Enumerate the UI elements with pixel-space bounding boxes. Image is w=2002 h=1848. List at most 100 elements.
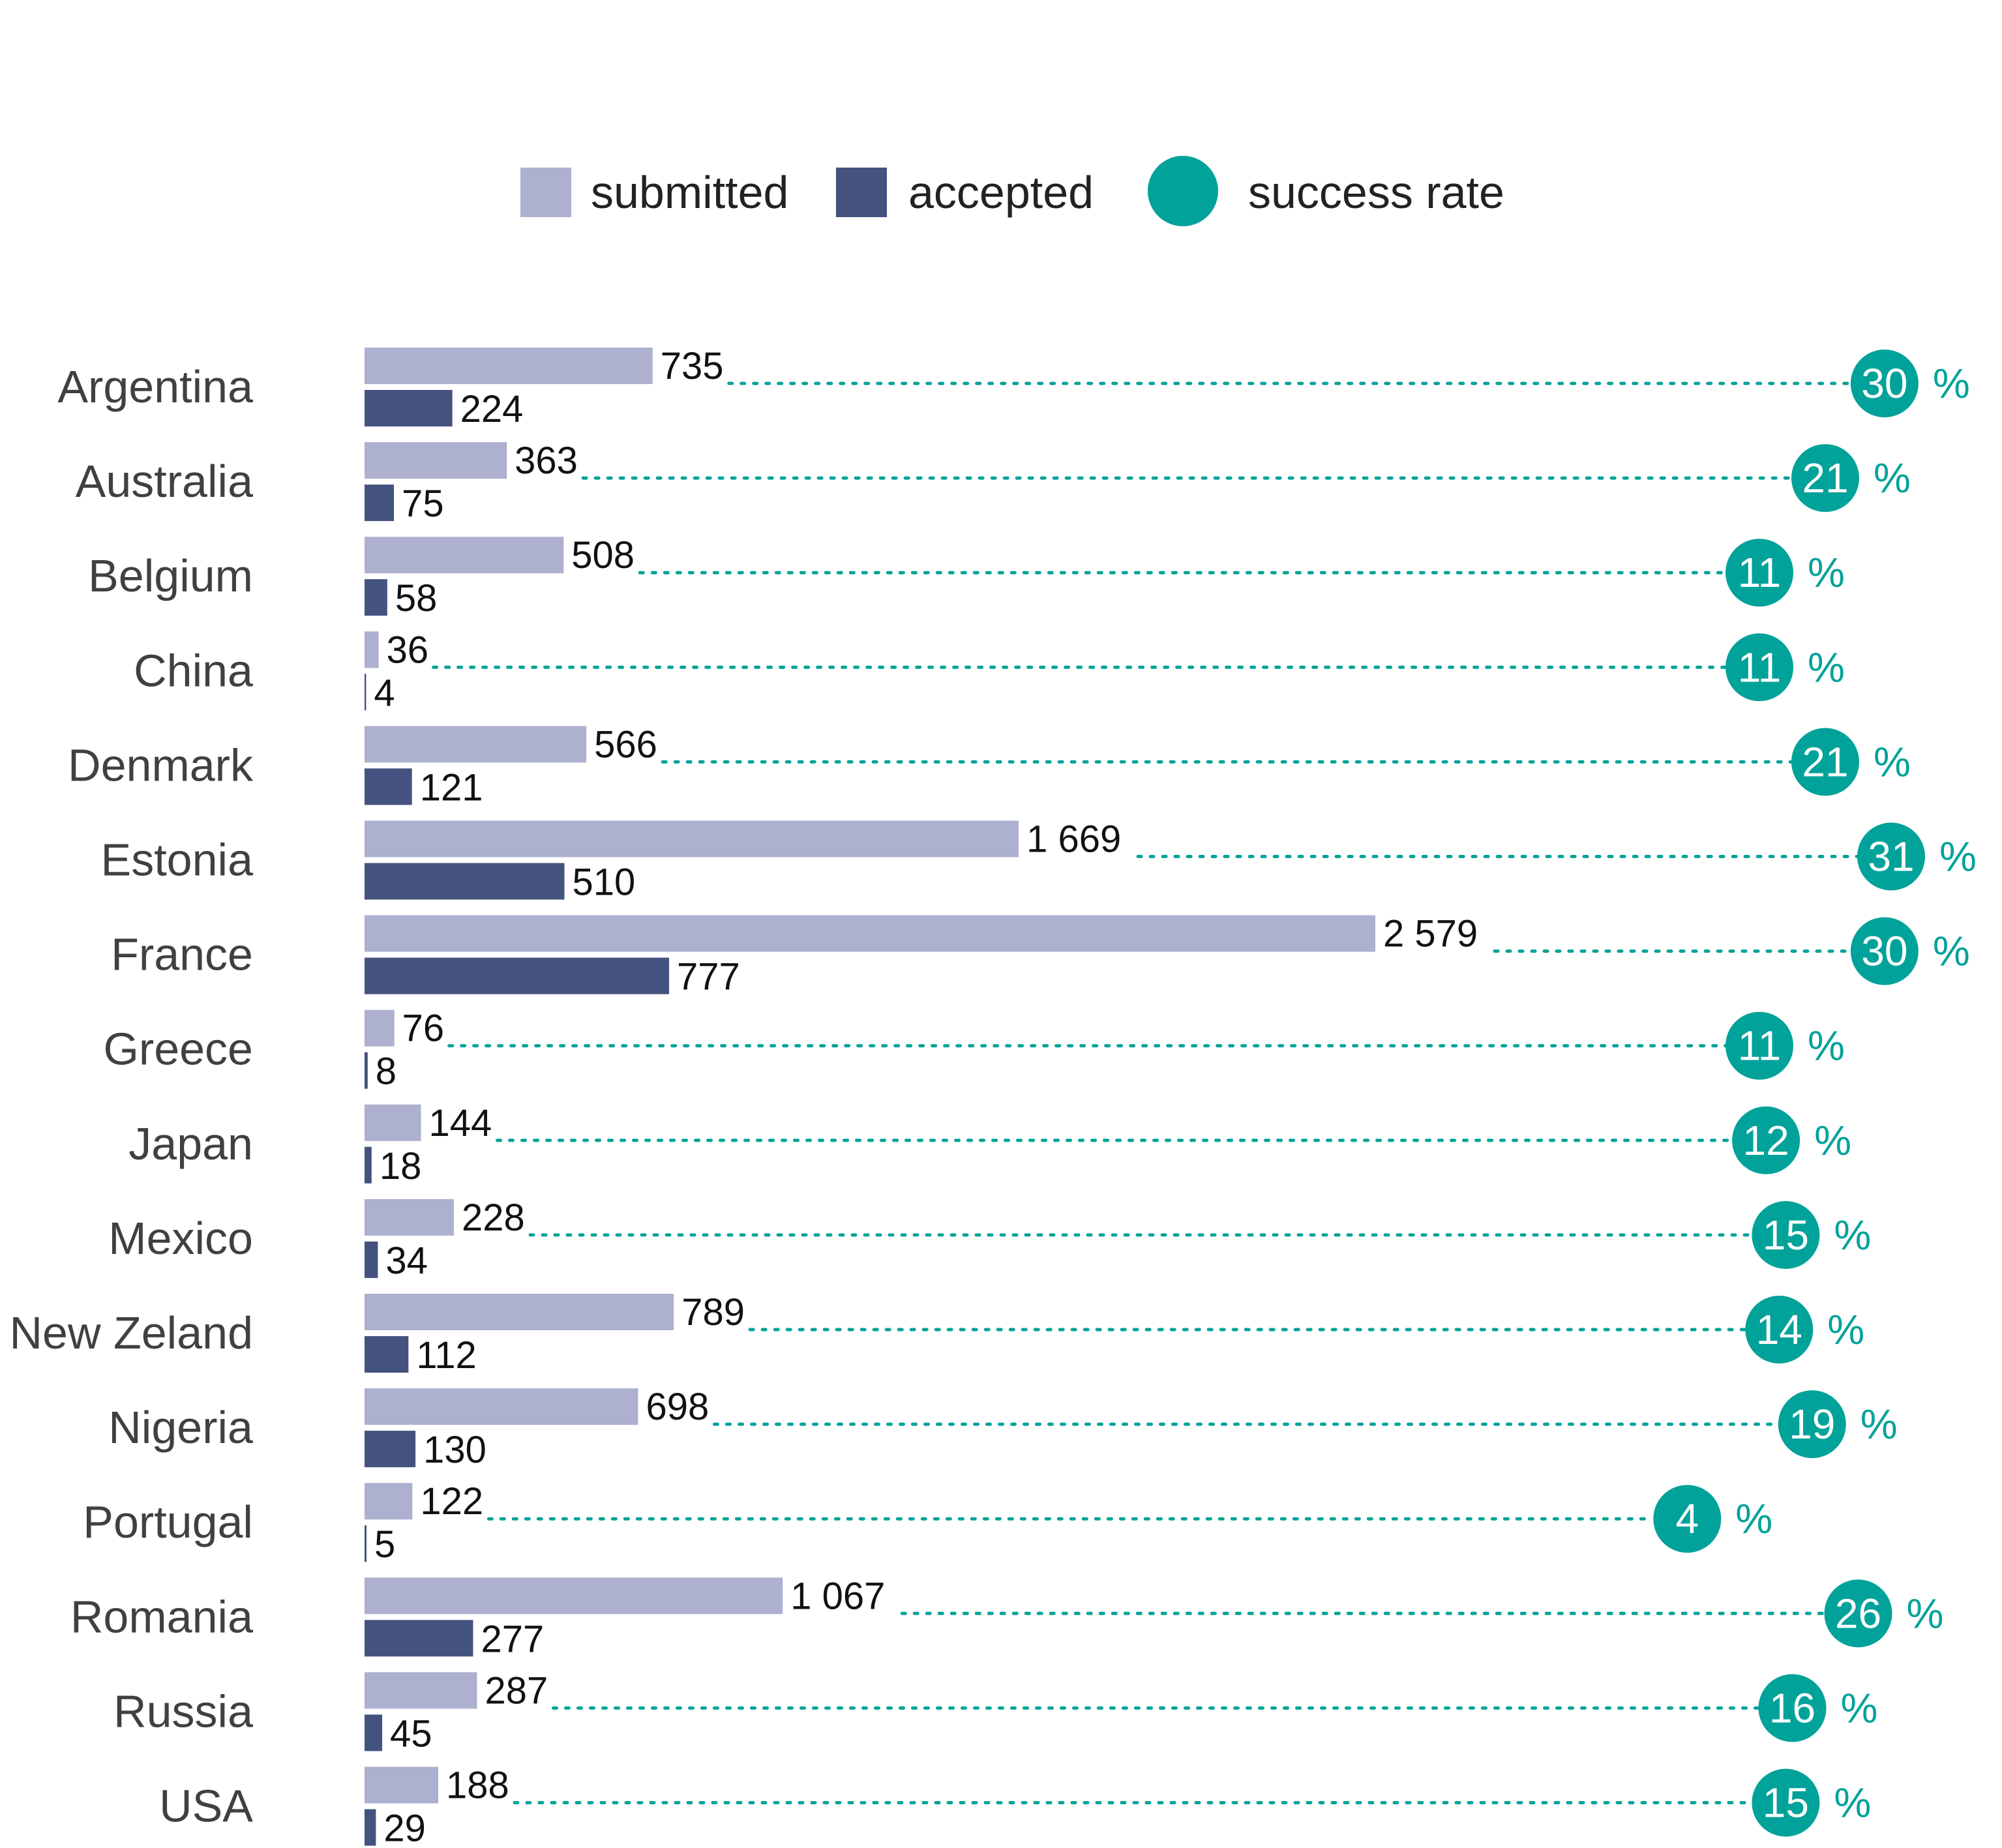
rate-marker [1745,1296,1814,1364]
rate-marker [1726,539,1793,607]
rate-value: 15 [1763,1212,1809,1259]
bar-submitted [365,915,1375,952]
bar-accepted [365,390,453,426]
rate-value: 31 [1868,833,1914,880]
value-label-accepted: 224 [460,388,524,430]
rate-marker [1732,1106,1800,1174]
value-label-accepted: 18 [380,1145,422,1187]
category-label: Greece [103,1024,253,1075]
bar-submitted [365,1577,783,1615]
rate-marker [1791,728,1859,796]
bar-submitted [365,537,564,574]
bar-accepted [365,1336,409,1373]
row-belgium: Belgium 508 58 11% [88,534,1845,619]
legend-label-success-rate: success rate [1248,167,1504,218]
rate-unit: % [1874,738,1911,785]
value-label-submitted: 76 [402,1007,445,1050]
row-nigeria: Nigeria 698 130 19% [108,1386,1897,1471]
rate-value: 21 [1802,455,1848,501]
rate-value: 21 [1802,738,1848,785]
category-label: Estonia [101,835,254,886]
rate-unit: % [1860,1401,1898,1448]
row-china: China 364 11% [134,629,1845,714]
rate-value: 11 [1738,1022,1781,1069]
rate-value: 15 [1763,1780,1809,1826]
bar-accepted [365,957,669,994]
category-label: USA [159,1781,253,1832]
value-label-submitted: 508 [571,534,635,576]
value-label-submitted: 228 [462,1197,525,1239]
bar-submitted [365,348,653,384]
legend-marker-success-rate [1148,156,1218,226]
bar-accepted [365,579,387,616]
legend-label-accepted: accepted [908,167,1094,218]
bar-accepted [365,1809,376,1846]
rate-unit: % [1933,360,1970,407]
bar-submitted [365,631,379,668]
row-portugal: Portugal 122 5 4% [83,1480,1772,1566]
row-france: France 2 579 777 30% [111,913,1970,998]
value-label-accepted: 112 [416,1334,476,1377]
value-label-submitted: 287 [485,1669,548,1712]
category-label: Romania [70,1591,253,1642]
row-greece: Greece 768 11% [103,1007,1844,1093]
rate-unit: % [1874,455,1911,501]
rate-marker [1752,1200,1820,1269]
bar-submitted [365,1294,674,1330]
rate-value: 30 [1861,928,1907,975]
row-mexico: Mexico 228 34 15% [108,1197,1871,1282]
rate-marker [1850,350,1919,417]
bar-accepted [365,484,395,522]
rate-value: 11 [1738,644,1781,691]
legend-swatch-accepted [836,168,887,217]
rate-unit: % [1933,928,1970,975]
row-argentina: Argentina 735 224 30% [57,345,1969,430]
value-label-accepted: 45 [390,1712,432,1755]
value-label-submitted: 1 067 [790,1575,885,1617]
value-label-submitted: 188 [446,1765,509,1807]
row-usa: USA 188 29 15% [159,1765,1871,1848]
bar-accepted [365,674,366,711]
value-label-accepted: 8 [376,1051,396,1093]
value-label-accepted: 75 [402,483,444,525]
rate-unit: % [1907,1590,1944,1637]
value-label-accepted: 29 [383,1808,426,1848]
bar-accepted [365,768,412,805]
bar-submitted [365,1104,421,1141]
rate-value: 4 [1676,1495,1699,1542]
value-label-submitted: 1 669 [1026,818,1121,861]
rate-unit: % [1834,1212,1871,1259]
value-label-submitted: 144 [429,1102,492,1144]
row-denmark: Denmark 566 121 21% [68,723,1911,809]
bar-submitted [365,1483,413,1520]
rate-value: 14 [1756,1306,1802,1353]
category-label: Russia [113,1686,253,1736]
value-label-accepted: 130 [423,1429,486,1471]
rate-unit: % [1834,1780,1871,1826]
rate-unit: % [1841,1684,1878,1731]
rate-unit: % [1939,833,1977,880]
rate-marker [1850,917,1919,985]
bar-submitted [365,820,1019,857]
value-label-accepted: 510 [573,861,636,904]
bar-submitted [365,1388,638,1425]
row-new-zeland: New Zeland 789 112 14% [9,1291,1864,1377]
rate-unit: % [1827,1306,1864,1353]
category-label: Japan [128,1118,253,1169]
value-label-submitted: 735 [661,345,724,387]
rate-value: 12 [1743,1117,1789,1164]
value-label-submitted: 363 [515,440,578,482]
bar-accepted [365,1714,383,1751]
value-label-accepted: 777 [677,956,740,998]
legend-label-submitted: submitted [591,167,788,218]
row-estonia: Estonia 1 669 510 31% [101,818,1977,904]
bar-submitted [365,442,507,479]
rate-value: 26 [1835,1590,1881,1637]
bar-submitted [365,1766,438,1804]
value-label-submitted: 36 [387,629,429,671]
value-label-submitted: 566 [594,723,657,766]
value-label-accepted: 58 [395,577,438,619]
bar-submitted [365,726,587,763]
row-australia: Australia 363 75 21% [76,440,1911,525]
bar-submitted [365,1672,477,1709]
